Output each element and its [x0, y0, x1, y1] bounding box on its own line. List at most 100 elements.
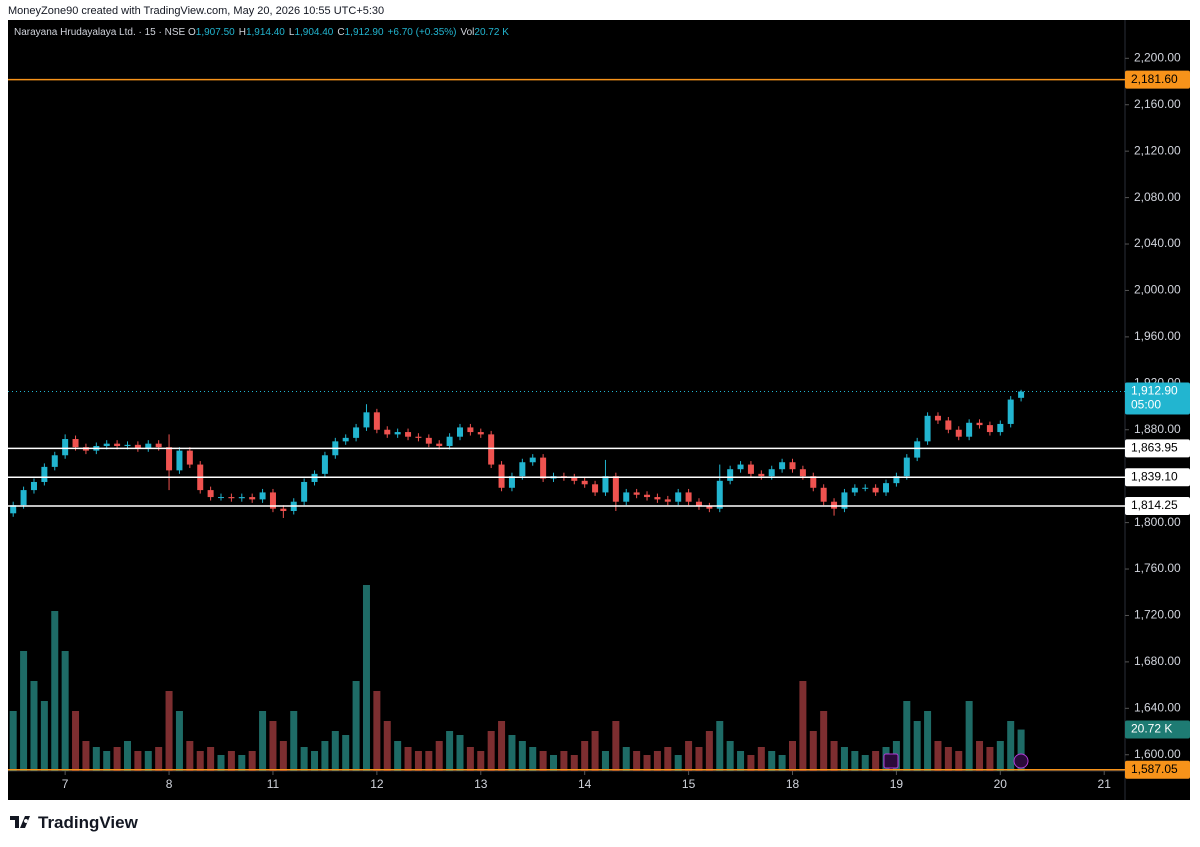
chart-background	[8, 20, 1190, 800]
candle-body	[207, 490, 214, 498]
x-tick-label: 20	[994, 777, 1008, 791]
volume-bar	[40, 701, 48, 771]
candle-body	[114, 443, 121, 446]
last-price-label: 1,912.90	[1131, 384, 1178, 398]
x-tick-label: 21	[1098, 777, 1112, 791]
volume-bar	[581, 741, 589, 771]
volume-bar	[331, 731, 339, 771]
volume-bar	[840, 747, 848, 771]
candle-body	[176, 450, 183, 471]
candle-body	[72, 439, 79, 448]
legend-value: 1,907.50	[195, 27, 235, 38]
volume-bar	[809, 731, 817, 771]
volume-bar	[820, 711, 828, 771]
legend-value: 20.72 K	[474, 27, 509, 38]
volume-bar	[123, 741, 131, 771]
candle-body	[20, 490, 27, 506]
legend-change: +6.70 (+0.35%)	[387, 27, 457, 38]
volume-bar	[373, 691, 381, 771]
volume-bar	[903, 701, 911, 771]
candle-body	[737, 464, 744, 470]
y-tick-label: 1,960.00	[1134, 329, 1181, 343]
volume-bar	[134, 751, 142, 771]
volume-bar	[82, 741, 90, 771]
y-tick-label: 2,040.00	[1134, 236, 1181, 250]
volume-bar	[612, 721, 620, 771]
volume-bar	[290, 711, 298, 771]
volume-bar	[664, 747, 672, 771]
volume-bar	[446, 731, 454, 771]
x-tick-label: 7	[62, 777, 69, 791]
candle-body	[353, 427, 360, 438]
volume-bar	[778, 755, 786, 771]
candle-body	[321, 455, 328, 474]
legend-value: 1,904.40	[294, 27, 334, 38]
bottom-label: 1,587.05	[1131, 762, 1178, 776]
candle-body	[238, 497, 245, 499]
volume-bar	[799, 681, 807, 771]
volume-bar	[61, 651, 69, 771]
volume-bar	[633, 751, 641, 771]
candle-body	[373, 412, 380, 430]
volume-bar	[851, 751, 859, 771]
volume-bar	[227, 751, 235, 771]
volume-bar	[435, 741, 443, 771]
candle-body	[415, 436, 422, 438]
volume-bar	[747, 755, 755, 771]
volume-bar	[518, 741, 526, 771]
y-tick-label: 2,120.00	[1134, 143, 1181, 157]
candle-body	[1007, 399, 1014, 424]
candle-body	[155, 443, 162, 448]
level-label: 1,863.95	[1131, 441, 1178, 455]
candle-body	[695, 501, 702, 507]
y-tick-label: 2,000.00	[1134, 283, 1181, 297]
level-label-box	[1125, 70, 1190, 89]
candle-body	[883, 483, 890, 493]
candle-body	[799, 469, 806, 477]
legend-label: H	[238, 27, 246, 38]
volume-bar	[653, 751, 661, 771]
volume-bar	[456, 735, 464, 771]
volume-bar	[685, 741, 693, 771]
candle-body	[924, 415, 931, 442]
legend-label: L	[288, 27, 295, 38]
volume-bar	[529, 747, 537, 771]
candle-body	[519, 462, 526, 477]
volume-bar	[113, 747, 121, 771]
volume-bar	[768, 751, 776, 771]
volume-bar	[207, 747, 215, 771]
volume-bar	[861, 755, 869, 771]
volume-bar	[872, 751, 880, 771]
axes: 1,600.00 1,640.00 1,680.00 1,720.00 1,760.00…	[62, 50, 1190, 791]
x-tick-label: 8	[166, 777, 173, 791]
symbol-title: Narayana Hrudayalaya Ltd. · 15 · NSE	[14, 27, 186, 38]
candle-body	[820, 487, 827, 502]
volume-bar	[965, 701, 973, 771]
candle-body	[446, 436, 453, 446]
x-tick-label: 15	[682, 777, 696, 791]
candle-body	[872, 487, 879, 493]
volume-bar	[944, 747, 952, 771]
candle-body	[540, 457, 547, 479]
candle-body	[914, 441, 921, 458]
volume-bar	[716, 721, 724, 771]
x-tick-label: 11	[267, 777, 280, 791]
y-tick-label: 1,600.00	[1134, 747, 1181, 761]
candle-body	[301, 481, 308, 502]
candle-body	[789, 462, 796, 470]
credit: MoneyZone90 created with TradingView.com…	[8, 5, 385, 17]
candle-body	[363, 412, 370, 428]
candle-body	[384, 429, 391, 435]
candle-body	[664, 499, 671, 502]
candle-body	[644, 494, 651, 498]
legend: Narayana Hrudayalaya Ltd. · 15 · NSE O1,…	[14, 27, 513, 38]
volume-bar	[362, 585, 370, 771]
candle-body	[862, 487, 869, 489]
candle-body	[581, 480, 588, 485]
legend-value: 1,914.40	[245, 27, 285, 38]
volume-bar	[383, 721, 391, 771]
volume-bar	[269, 721, 277, 771]
candle-body	[51, 455, 58, 467]
volume-bar	[300, 747, 308, 771]
candle-body	[62, 439, 69, 456]
